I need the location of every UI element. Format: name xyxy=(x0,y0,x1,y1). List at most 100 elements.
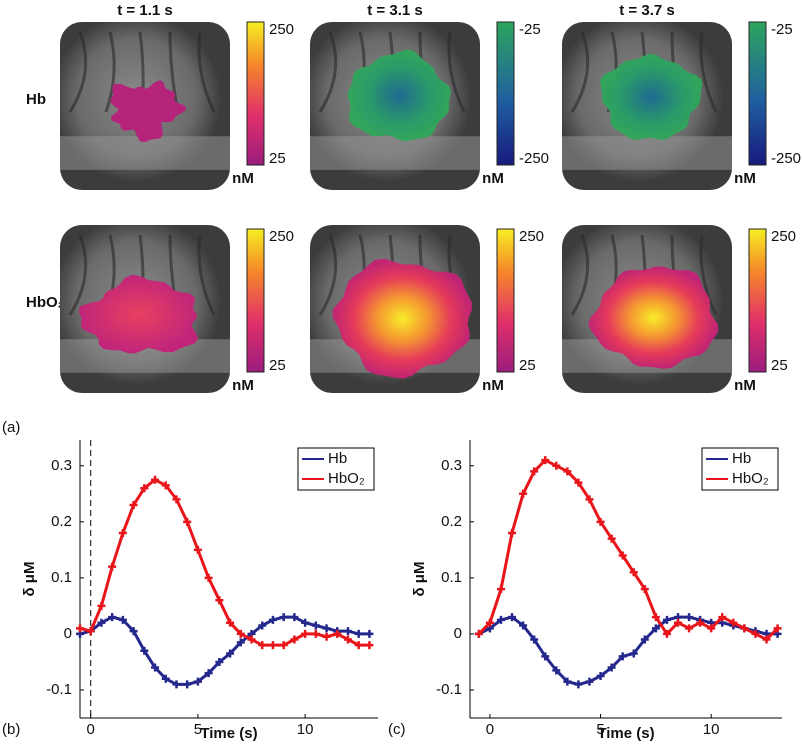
data-point xyxy=(485,618,494,627)
colorbar-max: 250 xyxy=(269,21,294,38)
vessel xyxy=(570,234,590,316)
colorbar-min: 25 xyxy=(519,357,536,374)
vessel xyxy=(570,31,590,113)
image-lower-band xyxy=(562,136,732,170)
data-point xyxy=(365,629,374,638)
data-point xyxy=(140,484,149,493)
vessel xyxy=(318,234,338,316)
data-point xyxy=(718,613,727,622)
data-point xyxy=(674,618,682,627)
data-point xyxy=(574,478,583,487)
x-tick-label: 5 xyxy=(194,721,202,738)
data-point xyxy=(729,618,738,627)
x-axis-label: Time (s) xyxy=(200,725,257,742)
data-point xyxy=(268,641,277,650)
data-point xyxy=(707,624,716,633)
data-point xyxy=(751,629,760,638)
colorbar-min: -250 xyxy=(771,150,801,167)
data-point xyxy=(574,680,583,689)
vessel xyxy=(68,31,88,113)
colorbar xyxy=(748,228,767,373)
y-tick-label: 0.3 xyxy=(51,457,72,474)
data-point xyxy=(607,534,616,543)
colorbar-max: 250 xyxy=(771,228,796,245)
data-point xyxy=(258,621,267,630)
data-point xyxy=(258,641,267,650)
colorbar xyxy=(246,228,265,373)
data-point xyxy=(607,663,616,672)
data-point xyxy=(108,562,117,571)
data-point xyxy=(541,652,550,661)
data-point xyxy=(563,467,572,476)
x-tick-label: 5 xyxy=(596,721,604,738)
y-tick-label: 0.2 xyxy=(51,513,72,530)
colorbar-max: -25 xyxy=(771,21,793,38)
data-point xyxy=(161,674,170,683)
data-point xyxy=(596,671,605,680)
data-point xyxy=(204,573,213,582)
y-tick-label: 0.3 xyxy=(441,457,462,474)
data-point xyxy=(508,529,517,538)
legend-label: HbO₂ xyxy=(328,470,365,487)
data-point xyxy=(552,666,561,675)
data-point xyxy=(552,461,561,470)
activation-map xyxy=(588,266,719,369)
data-point xyxy=(618,551,627,560)
legend-label: Hb xyxy=(328,450,347,467)
data-point xyxy=(108,613,117,622)
series-line xyxy=(79,615,370,686)
y-tick-label: -0.1 xyxy=(46,681,72,698)
colorbar-unit: nM xyxy=(232,377,254,394)
colorbar-max: 250 xyxy=(269,228,294,245)
y-tick-label: -0.1 xyxy=(436,681,462,698)
data-point xyxy=(183,680,192,689)
data-point xyxy=(685,624,694,633)
data-point xyxy=(585,677,594,686)
x-axis-label: Time (s) xyxy=(597,725,654,742)
panel-label: (c) xyxy=(388,721,406,738)
colorbar xyxy=(748,21,767,166)
legend-label: Hb xyxy=(732,450,751,467)
data-point xyxy=(322,632,331,641)
activation-map xyxy=(347,49,452,142)
colorbar xyxy=(496,21,515,166)
data-point xyxy=(685,613,694,622)
x-tick-label: 0 xyxy=(486,721,494,738)
data-point xyxy=(519,489,528,498)
data-point xyxy=(496,615,505,624)
panel-label: (a) xyxy=(2,419,20,436)
data-point xyxy=(311,629,320,638)
data-point xyxy=(651,624,660,633)
x-tick-label: 10 xyxy=(703,721,720,738)
vessel xyxy=(699,31,718,113)
colorbar-unit: nM xyxy=(734,170,756,187)
vessel xyxy=(197,234,216,316)
activation-map xyxy=(79,274,199,354)
data-point xyxy=(541,456,550,465)
y-tick-label: 0.2 xyxy=(441,513,462,530)
data-point xyxy=(183,517,192,526)
y-axis-label: δ μM xyxy=(411,562,428,597)
data-point xyxy=(474,629,483,638)
data-point xyxy=(76,624,84,633)
data-point xyxy=(236,629,245,638)
colorbar-unit: nM xyxy=(482,170,504,187)
data-point xyxy=(268,615,277,624)
time-label: t = 3.7 s xyxy=(619,2,674,19)
data-point xyxy=(508,613,517,622)
data-point xyxy=(151,475,160,484)
data-point xyxy=(226,649,235,658)
x-tick-label: 10 xyxy=(297,721,314,738)
colorbar-min: 25 xyxy=(269,150,286,167)
data-point xyxy=(629,568,638,577)
data-point xyxy=(354,641,363,650)
data-point xyxy=(496,585,505,594)
data-point xyxy=(585,495,594,504)
data-point xyxy=(247,635,256,644)
data-point xyxy=(343,635,352,644)
data-point xyxy=(215,596,224,605)
colorbar-min: 25 xyxy=(771,357,788,374)
legend-box xyxy=(297,447,375,491)
colorbar-unit: nM xyxy=(232,170,254,187)
